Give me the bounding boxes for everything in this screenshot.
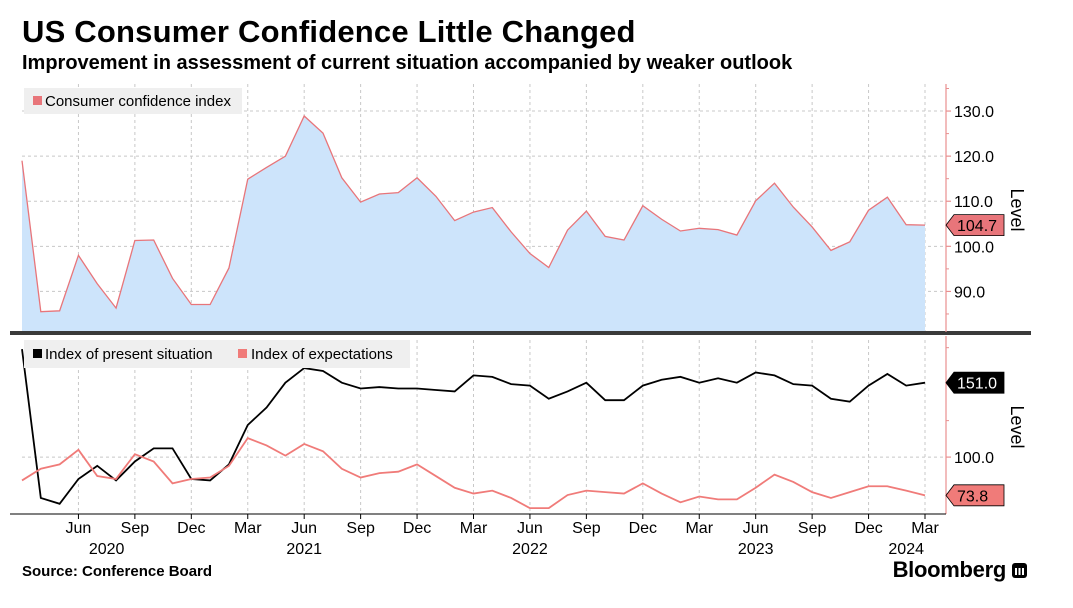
x-tick-label-0: Jun [66,520,92,537]
bloomberg-logo: Bloomberg [893,557,1027,583]
y-tick-label-top-2: 110.0 [954,194,993,211]
x-year-label-0: 2020 [89,541,125,558]
legend-label-confidence: Consumer confidence index [45,93,231,110]
x-tick-label-9: Sep [572,520,601,537]
last-value-tag-present-text: 151.0 [957,376,997,393]
x-tick-label-14: Dec [854,520,882,537]
last-value-tag-expectations-text: 73.8 [957,488,988,505]
y-axis-title-top: Level [1007,188,1027,231]
y-tick-label-top-0: 130.0 [954,104,994,121]
source-note: Source: Conference Board [22,563,213,580]
confidence-line [21,114,926,313]
present-situation-line [21,349,926,505]
legend-swatch-confidence [33,96,42,105]
x-year-label-2: 2022 [512,541,548,558]
x-year-label-1: 2021 [286,541,322,558]
bloomberg-terminal-icon [1012,562,1027,578]
legend-swatch-expectations [238,349,247,358]
y-tick-label-top-1: 120.0 [954,149,994,166]
last-value-tag-expectations-shape [945,484,1005,507]
expectations-line [21,437,926,510]
x-tick-label-5: Sep [346,520,375,537]
panel-divider [10,331,1031,335]
x-tick-label-10: Dec [629,520,657,537]
x-tick-label-13: Sep [798,520,827,537]
last-value-tag-confidence-text: 104.7 [957,218,997,235]
legend-top-box [24,88,242,114]
x-tick-label-12: Jun [743,520,769,537]
last-value-tag-expectations: 73.8 [945,484,1005,507]
legend-label-expectations: Index of expectations [251,346,393,363]
last-value-tag-present-shape [945,371,1005,394]
x-tick-label-11: Mar [685,520,713,537]
x-tick-label-4: Jun [291,520,317,537]
x-tick-label-2: Dec [177,520,205,537]
legend-swatch-present [33,349,42,358]
chart-title: US Consumer Confidence Little Changed [22,14,636,49]
x-tick-label-1: Sep [121,520,150,537]
last-value-tag-confidence-shape [945,214,1005,237]
legend-bottom-box [24,340,410,368]
confidence-area [22,116,925,332]
x-tick-label-3: Mar [234,520,262,537]
y-tick-label-bottom-0: 100.0 [954,450,994,467]
x-tick-label-8: Jun [517,520,543,537]
y-axis-title-bottom: Level [1007,405,1027,448]
x-tick-label-15: Mar [911,520,939,537]
x-year-label-3: 2023 [738,541,774,558]
last-value-tag-confidence: 104.7 [945,214,1005,237]
legend-label-present: Index of present situation [45,346,213,363]
x-year-label-4: 2024 [888,541,924,558]
x-tick-label-7: Mar [460,520,488,537]
x-tick-label-6: Dec [403,520,431,537]
y-tick-label-top-3: 100.0 [954,239,994,256]
last-value-tag-present: 151.0 [945,371,1005,394]
y-tick-label-top-4: 90.0 [954,284,985,301]
chart-subtitle: Improvement in assessment of current sit… [22,52,793,74]
brand-name: Bloomberg [892,557,1007,582]
